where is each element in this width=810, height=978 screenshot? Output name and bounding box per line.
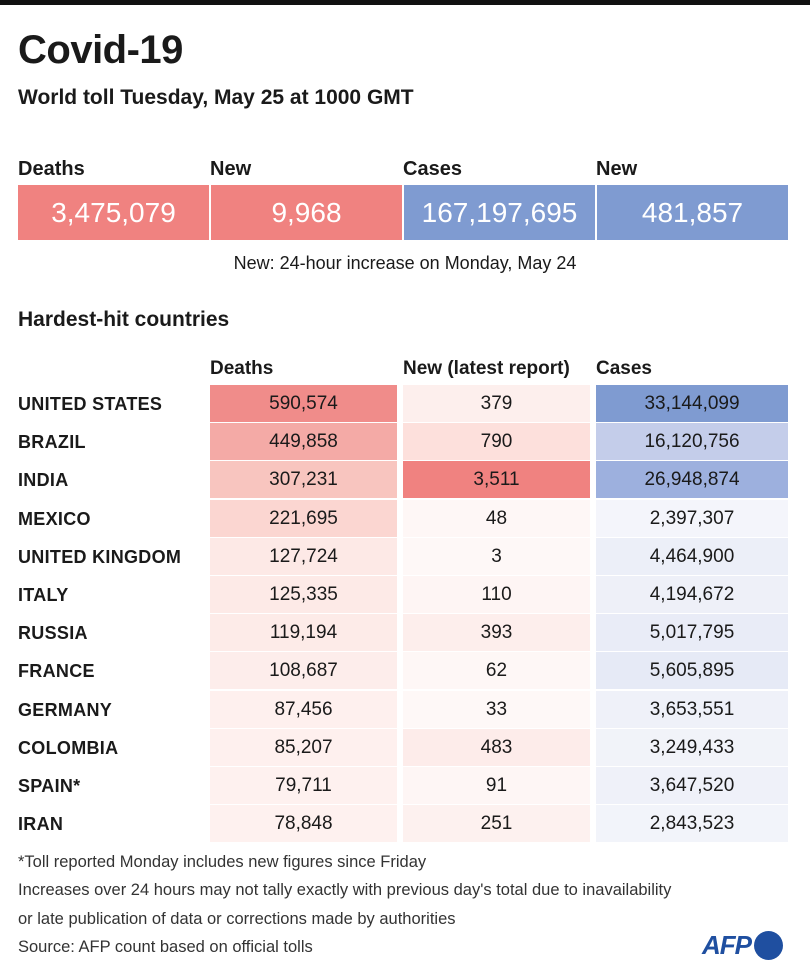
cell-new: 790 <box>403 423 590 461</box>
table-row: BRAZIL 449,858 790 16,120,756 <box>0 423 810 461</box>
footnote: or late publication of data or correctio… <box>18 910 456 928</box>
cell-new: 33 <box>403 690 590 728</box>
country-name: ITALY <box>18 585 69 605</box>
cell-cases: 4,194,672 <box>596 576 788 613</box>
country-name: GERMANY <box>18 699 113 720</box>
kpi-deaths-value: 3,475,079 <box>18 185 209 240</box>
cell-new: 48 <box>403 499 590 537</box>
column-header-cases: Cases <box>596 358 652 379</box>
cell-new: 483 <box>403 728 590 766</box>
top-bar <box>0 0 810 5</box>
section-title: Hardest-hit countries <box>18 308 230 331</box>
cell-cases: 3,653,551 <box>596 690 788 728</box>
table-row: ITALY 125,335 110 4,194,672 <box>0 576 810 614</box>
column-header-deaths: Deaths <box>210 358 274 379</box>
cell-deaths: 108,687 <box>210 652 397 690</box>
cell-new: 393 <box>403 614 590 652</box>
cell-cases: 16,120,756 <box>596 423 788 461</box>
cell-new: 379 <box>403 385 590 422</box>
country-name: FRANCE <box>18 661 95 682</box>
cell-deaths: 125,335 <box>210 576 397 613</box>
table-row: UNITED STATES 590,574 379 33,144,099 <box>0 385 810 423</box>
cell-cases: 5,017,795 <box>596 614 788 652</box>
cell-deaths: 307,231 <box>210 461 397 499</box>
table-row: SPAIN* 79,711 91 3,647,520 <box>0 767 810 805</box>
cell-cases: 3,647,520 <box>596 767 788 804</box>
country-name: SPAIN* <box>18 776 81 796</box>
country-name: UNITED KINGDOM <box>18 546 182 567</box>
cell-cases: 2,397,307 <box>596 499 788 537</box>
cell-new: 91 <box>403 767 590 804</box>
subtitle: World toll Tuesday, May 25 at 1000 GMT <box>18 86 414 109</box>
cell-deaths: 79,711 <box>210 767 397 804</box>
kpi-new-cases-value: 481,857 <box>597 185 788 240</box>
cell-cases: 5,605,895 <box>596 652 788 690</box>
country-name: RUSSIA <box>18 623 88 644</box>
cell-deaths: 87,456 <box>210 690 397 728</box>
kpi-label-new-deaths: New <box>210 158 252 180</box>
cell-new: 3,511 <box>403 461 590 499</box>
kpi-label-deaths: Deaths <box>18 158 85 180</box>
afp-logo-text: AFP <box>702 930 752 960</box>
afp-logo: AFP <box>702 930 783 961</box>
kpi-note: New: 24-hour increase on Monday, May 24 <box>233 253 577 273</box>
table-row: COLOMBIA 85,207 483 3,249,433 <box>0 728 810 767</box>
cell-deaths: 119,194 <box>210 614 397 652</box>
cell-deaths: 221,695 <box>210 499 397 537</box>
country-name: BRAZIL <box>18 432 86 453</box>
kpi-new-deaths-value: 9,968 <box>211 185 402 240</box>
cell-cases: 2,843,523 <box>596 805 788 843</box>
cell-new: 251 <box>403 805 590 843</box>
table-row: RUSSIA 119,194 393 5,017,795 <box>0 614 810 652</box>
country-name: UNITED STATES <box>18 394 163 414</box>
country-name: INDIA <box>18 470 69 491</box>
table-row: INDIA 307,231 3,511 26,948,874 <box>0 461 810 499</box>
country-name: IRAN <box>18 814 64 835</box>
kpi-cases-value: 167,197,695 <box>404 185 595 240</box>
country-name: MEXICO <box>18 508 91 529</box>
table-row: FRANCE 108,687 62 5,605,895 <box>0 652 810 690</box>
cell-deaths: 449,858 <box>210 423 397 461</box>
source-note: Source: AFP count based on official toll… <box>18 938 313 956</box>
table-row: GERMANY 87,456 33 3,653,551 <box>0 690 810 729</box>
cell-new: 110 <box>403 576 590 613</box>
kpi-label-new-cases: New <box>596 158 638 180</box>
cell-deaths: 85,207 <box>210 728 397 766</box>
cell-deaths: 127,724 <box>210 537 397 575</box>
cell-deaths: 78,848 <box>210 805 397 843</box>
table-row: UNITED KINGDOM 127,724 3 4,464,900 <box>0 537 810 576</box>
cell-new: 62 <box>403 652 590 690</box>
cell-cases: 33,144,099 <box>596 385 788 422</box>
page-title: Covid-19 <box>18 28 183 72</box>
table-row: MEXICO 221,695 48 2,397,307 <box>0 499 810 538</box>
cell-new: 3 <box>403 537 590 575</box>
cell-cases: 3,249,433 <box>596 728 788 766</box>
table-row: IRAN 78,848 251 2,843,523 <box>0 805 810 843</box>
footnote: Increases over 24 hours may not tally ex… <box>18 881 672 899</box>
footnote: *Toll reported Monday includes new figur… <box>18 853 427 871</box>
country-name: COLOMBIA <box>18 737 119 758</box>
afp-logo-dot-icon <box>754 931 783 960</box>
cell-cases: 26,948,874 <box>596 461 788 499</box>
kpi-label-cases: Cases <box>403 158 462 180</box>
cell-cases: 4,464,900 <box>596 537 788 575</box>
column-header-new: New (latest report) <box>403 358 570 379</box>
cell-deaths: 590,574 <box>210 385 397 422</box>
